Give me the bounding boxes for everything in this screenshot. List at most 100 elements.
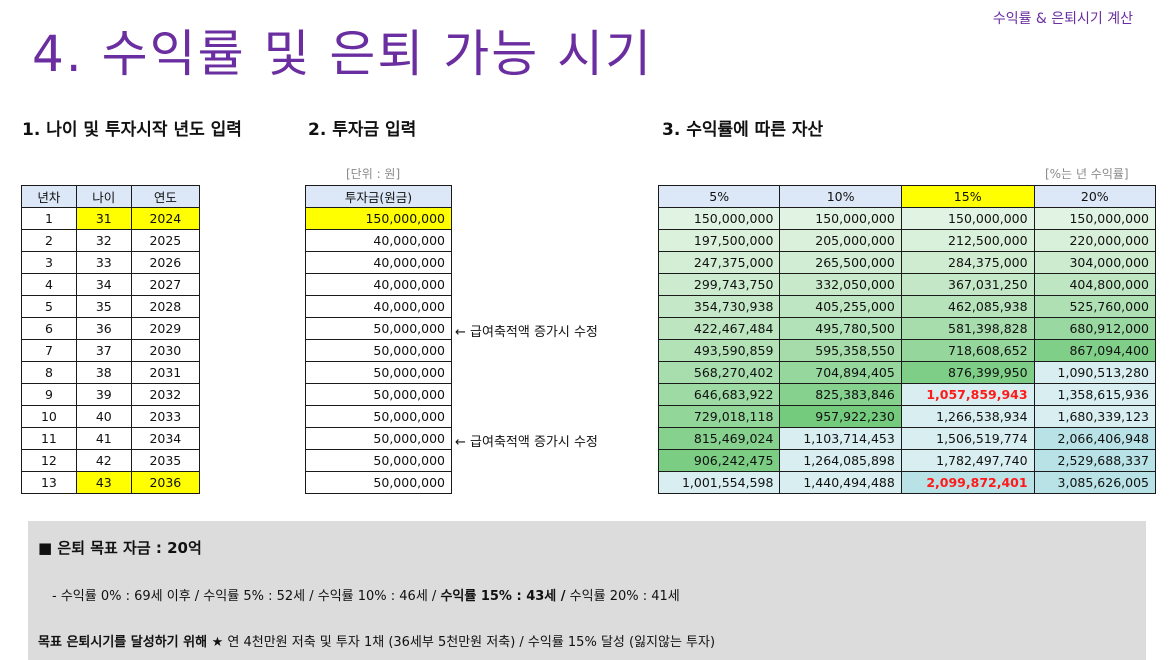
table-cell: 2032 [130,383,201,406]
table-row: 4 34 2027 [21,273,201,296]
table-cell: 2025 [130,229,201,252]
asset-cell: 646,683,922 [657,383,781,406]
table-row: 1 31 2024 [21,207,201,230]
table-cell: 2030 [130,339,201,362]
investment-cell: 50,000,000 [305,449,452,472]
table-cell: 2 [21,229,77,252]
asset-cell: 404,800,000 [1033,273,1157,296]
rate-ages-a: - 수익률 0% : 69세 이후 / 수익률 5% : 52세 / 수익률 1… [52,589,441,604]
asset-cell: 1,090,513,280 [1033,361,1157,384]
table-row: 5 35 2028 [21,295,201,318]
investment-cell: 40,000,000 [305,251,452,274]
asset-cell: 568,270,402 [657,361,781,384]
asset-cell: 1,506,519,774 [900,427,1035,450]
table-cell: 2036 [130,471,201,494]
table-cell: 40 [75,405,132,428]
table-row: 50,000,000 [305,471,452,494]
table-cell: 9 [21,383,77,406]
table-cell: 13 [21,471,77,494]
table-row: 40,000,000 [305,273,452,296]
table-cell: 2033 [130,405,201,428]
asset-cell: 876,399,950 [900,361,1035,384]
asset-cell: 718,608,652 [900,339,1035,362]
table-cell: 42 [75,449,132,472]
asset-cell: 284,375,000 [900,251,1035,274]
salary-note-2: ← 급여축적액 증가시 수정 [455,435,598,450]
table-row: 9 39 2032 [21,383,201,406]
table-row: 299,743,750 332,050,000 367,031,250 404,800… [657,273,1157,296]
asset-cell: 595,358,550 [779,339,902,362]
table-row: 50,000,000 [305,405,452,428]
asset-cell: 2,529,688,337 [1033,449,1157,472]
table-row: 50,000,000 [305,361,452,384]
rate-header: 5% [657,185,781,208]
asset-cell: 2,099,872,401 [900,471,1035,494]
asset-cell: 265,500,000 [779,251,902,274]
age-year-table: 년차 나이 연도 1 31 2024 2 32 2025 3 33 2026 4 34 2027 5 35 20… [21,185,201,494]
table-cell: 31 [75,207,132,230]
asset-cell: 197,500,000 [657,229,781,252]
table-cell: 2027 [130,273,201,296]
table-row: 40,000,000 [305,251,452,274]
table-cell: 6 [21,317,77,340]
investment-cell: 40,000,000 [305,295,452,318]
asset-cell: 1,266,538,934 [900,405,1035,428]
asset-cell: 815,469,024 [657,427,781,450]
table-row: 247,375,000 265,500,000 284,375,000 304,000… [657,251,1157,274]
asset-cell: 1,680,339,123 [1033,405,1157,428]
investment-cell: 40,000,000 [305,273,452,296]
summary-panel: ■ 은퇴 목표 자금 : 20억 - 수익률 0% : 69세 이후 / 수익률… [28,521,1146,660]
asset-cell: 462,085,938 [900,295,1035,318]
asset-cell: 367,031,250 [900,273,1035,296]
corner-label: 수익률 & 은퇴시기 계산 [992,11,1133,27]
age-table-header: 연도 [130,185,201,208]
table-row: 6 36 2029 [21,317,201,340]
asset-cell: 304,000,000 [1033,251,1157,274]
age-table-header: 나이 [75,185,132,208]
table-row: 422,467,484 495,780,500 581,398,828 680,912… [657,317,1157,340]
table-row: 150,000,000 [305,207,452,230]
investment-cell: 50,000,000 [305,317,452,340]
investment-cell: 40,000,000 [305,229,452,252]
asset-cell: 1,001,554,598 [657,471,781,494]
table-cell: 32 [75,229,132,252]
asset-growth-table: 5% 10% 15% 20% 150,000,000 150,000,000 150,00… [657,185,1157,494]
asset-cell: 150,000,000 [900,207,1035,230]
table-row: 493,590,859 595,358,550 718,608,652 867,094… [657,339,1157,362]
investment-cell: 50,000,000 [305,361,452,384]
asset-cell: 332,050,000 [779,273,902,296]
table-row: 815,469,024 1,103,714,453 1,506,519,774 2,0… [657,427,1157,450]
asset-cell: 205,000,000 [779,229,902,252]
table-cell: 5 [21,295,77,318]
age-table-header: 년차 [21,185,77,208]
table-row: 12 42 2035 [21,449,201,472]
table-cell: 41 [75,427,132,450]
table-row: 50,000,000 [305,449,452,472]
investment-cell: 50,000,000 [305,405,452,428]
asset-cell: 906,242,475 [657,449,781,472]
table-row: 50,000,000 [305,383,452,406]
asset-cell: 525,760,000 [1033,295,1157,318]
investment-table: 투자금(원금) 150,000,000 40,000,000 40,000,000 4… [305,185,452,494]
asset-cell: 354,730,938 [657,295,781,318]
table-row: 197,500,000 205,000,000 212,500,000 220,000… [657,229,1157,252]
page-title: 4. 수익률 및 은퇴 가능 시기 [32,25,654,83]
table-cell: 2034 [130,427,201,450]
table-row: 1,001,554,598 1,440,494,488 2,099,872,401 3… [657,471,1157,494]
table-row: 8 38 2031 [21,361,201,384]
table-row: 3 33 2026 [21,251,201,274]
rate-ages-c: 수익률 20% : 41세 [565,589,680,604]
table-cell: 12 [21,449,77,472]
asset-cell: 422,467,484 [657,317,781,340]
table-row: 2 32 2025 [21,229,201,252]
asset-cell: 1,440,494,488 [779,471,902,494]
table-row: 40,000,000 [305,295,452,318]
table-cell: 11 [21,427,77,450]
table-row: 7 37 2030 [21,339,201,362]
table-row: 354,730,938 405,255,000 462,085,938 525,760… [657,295,1157,318]
asset-cell: 212,500,000 [900,229,1035,252]
unit-won-label: [단위 : 원] [346,167,401,181]
table-cell: 2031 [130,361,201,384]
table-row: 568,270,402 704,894,405 876,399,950 1,090,5… [657,361,1157,384]
section-age-input-heading: 1. 나이 및 투자시작 년도 입력 [22,120,242,140]
